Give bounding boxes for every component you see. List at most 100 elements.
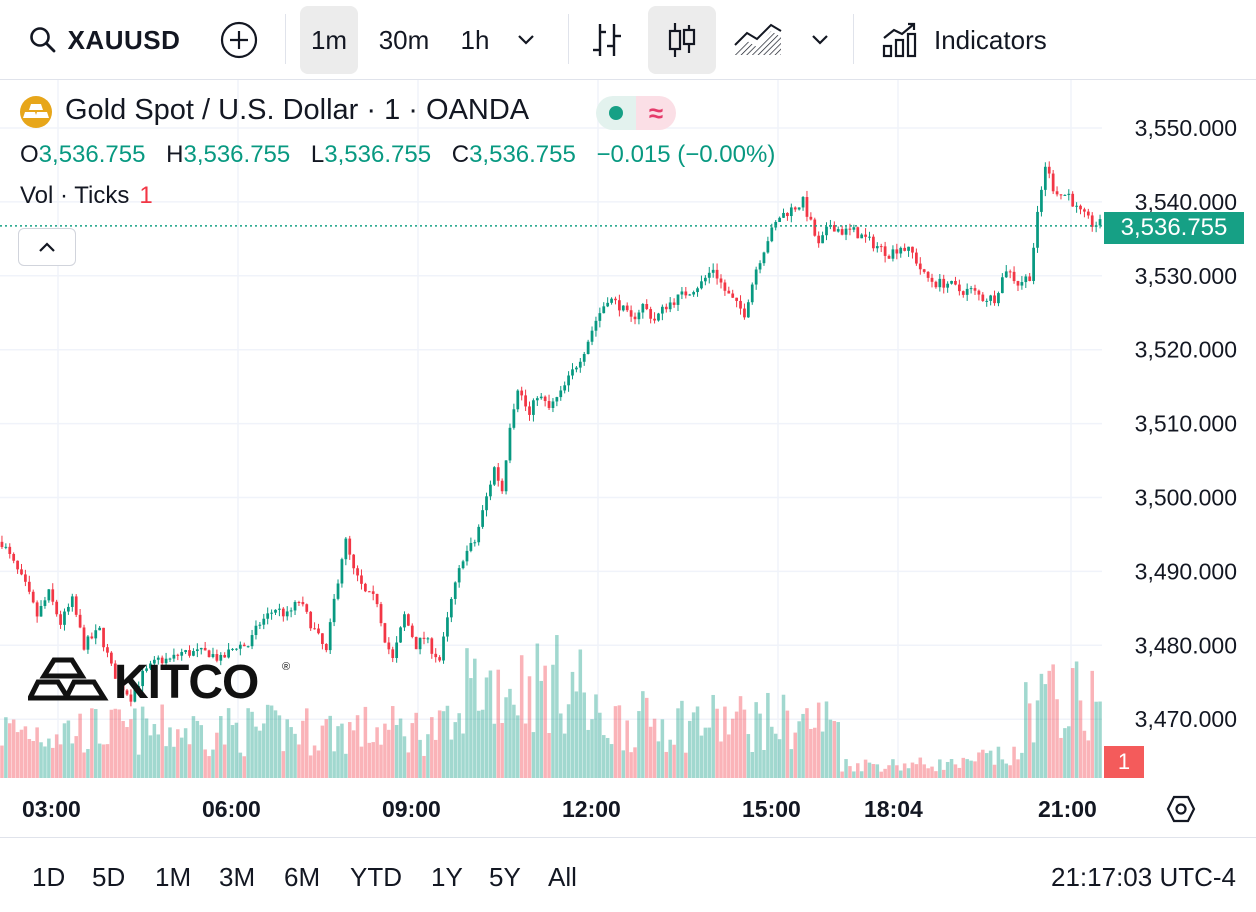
volume-bar xyxy=(152,724,157,778)
candle-body xyxy=(317,628,320,634)
range-ytd-button[interactable]: YTD xyxy=(350,862,402,892)
volume-bar xyxy=(54,734,59,778)
indicators-button[interactable]: Indicators xyxy=(880,6,1070,74)
volume-bar xyxy=(684,752,688,778)
clock-timezone[interactable]: 21:17:03 UTC-4 xyxy=(1051,862,1236,892)
range-3m-button[interactable]: 3M xyxy=(219,862,256,892)
candle-body xyxy=(352,554,356,569)
range-1y-button[interactable]: 1Y xyxy=(431,862,463,892)
candle-body xyxy=(59,614,62,625)
volume-bar xyxy=(117,709,121,778)
volume-bar xyxy=(27,739,32,778)
candle-body xyxy=(766,241,770,253)
volume-bar xyxy=(895,765,899,778)
interval-30m-button[interactable]: 30m xyxy=(366,6,442,74)
volume-bar xyxy=(770,726,774,778)
price-chart[interactable]: 3,550.000 3,540.000 3,530.000 3,520.000 3,51… xyxy=(0,0,1256,837)
volume-bar xyxy=(86,749,90,778)
candle-body xyxy=(500,480,504,492)
volume-bar xyxy=(930,766,934,778)
range-1m-button[interactable]: 1M xyxy=(155,862,192,892)
volume-bar xyxy=(58,744,63,778)
volume-bar xyxy=(441,711,446,778)
interval-1m-button[interactable]: 1m xyxy=(300,6,358,74)
chart-type-dropdown-button[interactable] xyxy=(800,6,840,74)
volume-bar xyxy=(367,742,372,778)
volume-bar xyxy=(582,692,586,778)
symbol-search-button[interactable]: XAUUSD xyxy=(18,6,190,74)
symbol-title[interactable]: Gold Spot / U.S. Dollar · 1 · OANDA xyxy=(65,94,530,126)
volume-bar xyxy=(961,757,966,778)
settings-hex-icon[interactable] xyxy=(1166,794,1196,824)
volume-bar xyxy=(926,768,930,778)
volume-bar xyxy=(1039,673,1044,778)
volume-bar xyxy=(789,749,794,778)
volume-bar xyxy=(1031,742,1036,778)
volume-bar xyxy=(97,743,102,778)
candle-chart-type-button[interactable] xyxy=(648,6,716,74)
candle-body xyxy=(915,252,918,264)
compare-symbol-button[interactable] xyxy=(214,6,264,74)
volume-bar xyxy=(609,744,614,778)
candle-body xyxy=(278,608,281,610)
volume-bar xyxy=(629,752,633,778)
collapse-legend-button[interactable] xyxy=(18,228,76,266)
volume-bar xyxy=(504,697,508,778)
candle-body xyxy=(422,637,426,639)
candle-body xyxy=(266,613,270,619)
volume-bar xyxy=(31,740,35,778)
candle-body xyxy=(758,263,762,270)
candle-body xyxy=(684,291,688,296)
candle-body xyxy=(895,249,899,254)
range-all-button[interactable]: All xyxy=(548,862,577,892)
bar-chart-type-button[interactable] xyxy=(582,6,632,74)
price-tick-label: 3,520.000 xyxy=(1135,337,1237,363)
volume-bar xyxy=(488,670,493,778)
interval-1h-button[interactable]: 1h xyxy=(448,6,502,74)
range-1d-button[interactable]: 1D xyxy=(32,862,66,892)
candle-body xyxy=(8,546,12,554)
volume-bar xyxy=(1086,740,1091,778)
candle-body xyxy=(121,680,125,691)
volume-bar xyxy=(824,701,829,778)
candle-body xyxy=(594,320,598,331)
candle-body xyxy=(332,598,336,623)
volume-bar xyxy=(195,720,200,778)
candle-body xyxy=(985,300,989,302)
candle-body xyxy=(528,406,531,415)
volume-bar xyxy=(457,713,461,778)
candle-body xyxy=(1043,166,1047,190)
high-label: H xyxy=(166,141,184,168)
candle-body xyxy=(789,207,793,217)
volume-bar xyxy=(813,727,817,778)
price-tick-label: 3,550.000 xyxy=(1135,115,1237,141)
candle-body xyxy=(461,561,465,569)
status-pill[interactable]: ≈ xyxy=(596,96,676,130)
candle-body xyxy=(981,294,985,302)
candle-body xyxy=(465,550,469,562)
candle-body xyxy=(262,618,266,625)
kitco-watermark: KITCO ® xyxy=(25,652,298,709)
interval-dropdown-button[interactable] xyxy=(506,6,546,74)
time-tick-label: 06:00 xyxy=(202,796,261,822)
indicators-icon xyxy=(882,22,917,58)
range-5d-button[interactable]: 5D xyxy=(92,862,126,892)
candle-body xyxy=(508,427,512,461)
range-6m-button[interactable]: 6M xyxy=(284,862,321,892)
volume-bar xyxy=(90,708,94,778)
price-axis[interactable]: 3,550.000 3,540.000 3,530.000 3,520.000 3,51… xyxy=(1135,115,1237,732)
candle-body xyxy=(74,596,78,615)
candle-body xyxy=(649,309,653,319)
candle-body xyxy=(825,226,828,236)
indicators-label: Indicators xyxy=(934,24,1047,55)
volume-bar xyxy=(105,744,110,778)
range-5y-button[interactable]: 5Y xyxy=(489,862,521,892)
volume-bar xyxy=(879,771,883,778)
area-chart-type-button[interactable] xyxy=(730,6,786,74)
candle-body xyxy=(16,560,19,570)
candle-body xyxy=(442,636,445,661)
candle-body xyxy=(872,236,875,249)
candle-body xyxy=(606,302,610,307)
volume-bar xyxy=(355,715,360,778)
volume-bar xyxy=(523,723,528,778)
